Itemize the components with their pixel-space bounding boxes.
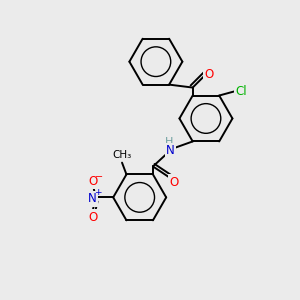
Text: N: N (166, 144, 175, 157)
Text: O: O (204, 68, 214, 81)
Text: O: O (88, 175, 97, 188)
Text: O: O (169, 176, 179, 189)
Text: +: + (94, 188, 102, 196)
Text: −: − (95, 172, 103, 182)
Text: O: O (88, 211, 97, 224)
Text: H: H (165, 137, 173, 147)
Text: CH₃: CH₃ (112, 150, 132, 160)
Text: Cl: Cl (235, 85, 247, 98)
Text: N: N (88, 192, 96, 206)
